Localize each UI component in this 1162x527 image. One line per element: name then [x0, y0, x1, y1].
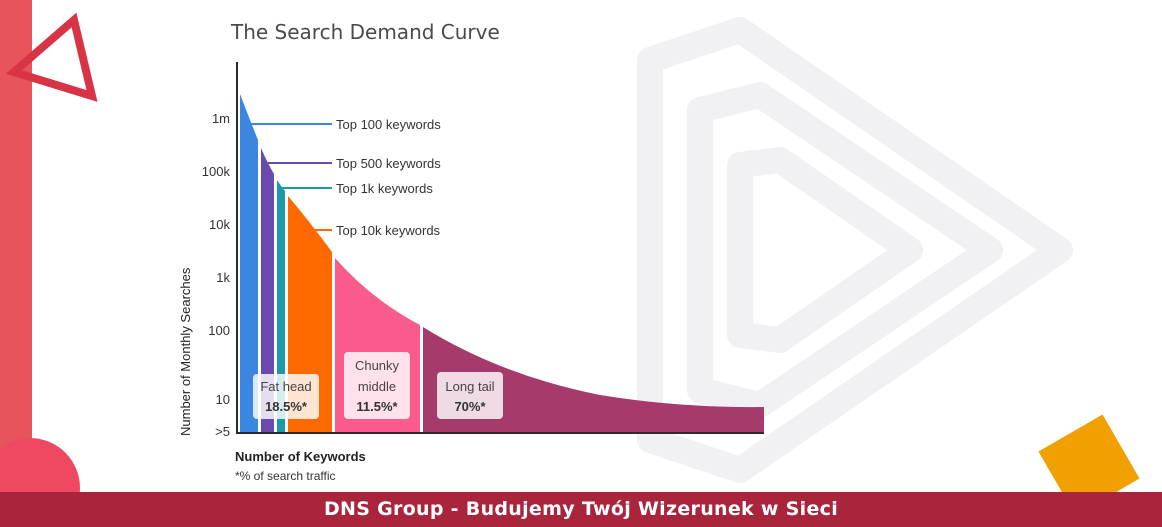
callout-label-top100: Top 100 keywords [336, 117, 441, 132]
area-top500 [261, 148, 274, 432]
fat-head-label: Fat head [260, 379, 311, 394]
y-tick-label: 1m [212, 111, 230, 126]
footer-text: DNS Group - Budujemy Twój Wizerunek w Si… [323, 498, 839, 520]
chunky-middle-share: 11.5%* [356, 399, 398, 414]
area-top10k [288, 196, 332, 432]
long-tail-label: Long tail [445, 379, 494, 394]
long-tail-box [437, 372, 503, 419]
chunky-middle-label: Chunky [355, 358, 400, 373]
callout-label-top1k: Top 1k keywords [336, 181, 433, 196]
callout-label-top10k: Top 10k keywords [336, 223, 441, 238]
y-tick-label: 100k [202, 164, 231, 179]
x-axis-label: Number of Keywords [235, 449, 366, 464]
watermark-logo [637, 17, 1073, 483]
fat-head-share: 18.5%* [265, 399, 308, 414]
fat-head-box [253, 374, 319, 419]
area-top100 [240, 94, 258, 432]
square-decor [1038, 414, 1140, 516]
area-long-tail [423, 327, 764, 432]
chart-title: The Search Demand Curve [231, 20, 500, 44]
y-tick-label: 1k [216, 270, 230, 285]
chunky-middle-box [344, 352, 410, 419]
y-tick-label: 10k [209, 217, 230, 232]
footer-bar: DNS Group - Budujemy Twój Wizerunek w Si… [0, 492, 1162, 527]
y-tick-label: >5 [215, 424, 230, 439]
long-tail-share: 70%* [454, 399, 486, 414]
chunky-middle-label-2: middle [358, 379, 396, 394]
footnote: *% of search traffic [235, 469, 336, 483]
callout-label-top500: Top 500 keywords [336, 156, 441, 171]
area-top1k [277, 180, 285, 432]
y-tick-label: 10 [216, 392, 230, 407]
triangle-icon [5, 12, 98, 102]
y-tick-label: 100 [208, 323, 230, 338]
y-axis-label: Number of Monthly Searches [178, 267, 193, 436]
